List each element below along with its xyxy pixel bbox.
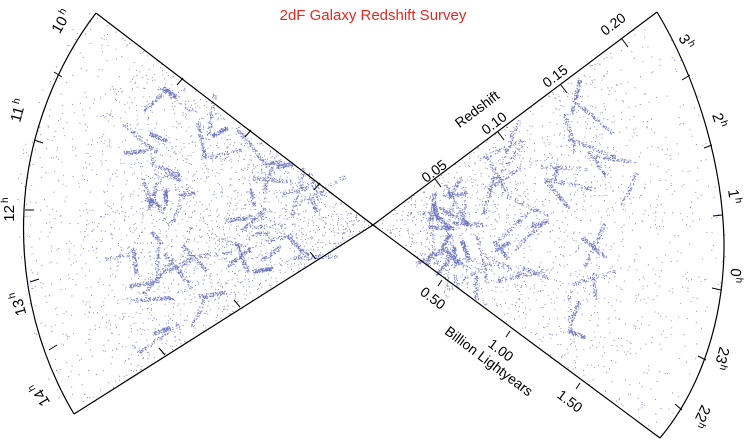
hour-ticks — [25, 71, 723, 411]
redshift-tick-label: 0.20 — [597, 9, 629, 38]
hour-label-1: 1 h — [724, 188, 744, 204]
svg-text:h: h — [0, 197, 11, 203]
hour-label-0: 0 h — [726, 268, 744, 284]
hour-label-12: 12 h — [0, 197, 18, 221]
distance-axis-label: Billion Lightyears — [442, 323, 536, 399]
hour-label-22: 22 h — [691, 402, 714, 431]
svg-text:h: h — [7, 291, 19, 299]
hour-label-13: 13 h — [7, 291, 31, 318]
svg-text:14: 14 — [31, 386, 54, 409]
galaxy-scatter — [17, 13, 726, 427]
right-wedge-lower-edge — [372, 224, 661, 439]
galaxy-points — [17, 13, 726, 427]
hour-label-14: 14 h — [26, 383, 54, 409]
svg-text:12: 12 — [1, 205, 18, 222]
svg-text:h: h — [57, 6, 69, 16]
svg-text:13: 13 — [9, 297, 30, 318]
svg-text:23: 23 — [712, 345, 733, 366]
chart-title: 2dF Galaxy Redshift Survey — [280, 7, 467, 24]
svg-text:h: h — [717, 363, 729, 371]
redshift-tick-label: 0.15 — [539, 61, 571, 90]
distance-ticks — [437, 279, 581, 390]
svg-text:h: h — [695, 421, 707, 431]
redshift-tick-label: 0.05 — [418, 156, 450, 185]
hour-label-10: 10 h — [48, 6, 71, 37]
hour-label-2: 2 h — [708, 111, 730, 128]
left-edge-ticks — [158, 77, 321, 356]
hour-label-23: 23 h — [712, 345, 733, 372]
svg-text:h: h — [733, 277, 744, 283]
left-wedge — [22, 12, 374, 415]
svg-text:0: 0 — [726, 268, 744, 278]
svg-text:h: h — [11, 97, 23, 105]
left-wedge-arc — [22, 12, 97, 415]
redshift-ticks — [434, 38, 629, 188]
svg-text:11: 11 — [7, 105, 27, 124]
svg-text:1: 1 — [724, 188, 742, 199]
right-wedge-upper-edge — [372, 11, 658, 226]
svg-text:10: 10 — [48, 14, 71, 37]
distance-tick-label: 1.50 — [554, 386, 586, 415]
hour-label-11: 11 h — [7, 97, 27, 124]
left-wedge-upper-edge — [95, 12, 374, 226]
svg-text:h: h — [732, 197, 744, 204]
svg-text:22: 22 — [691, 402, 714, 424]
svg-text:h: h — [718, 119, 730, 128]
svg-text:h: h — [685, 39, 697, 49]
svg-text:h: h — [26, 383, 38, 393]
distance-tick-label: 0.50 — [417, 283, 449, 312]
left-wedge-lower-edge — [73, 224, 374, 415]
hour-label-3: 3 h — [675, 32, 698, 50]
right-wedge — [372, 11, 725, 439]
right-wedge-arc — [656, 11, 725, 439]
